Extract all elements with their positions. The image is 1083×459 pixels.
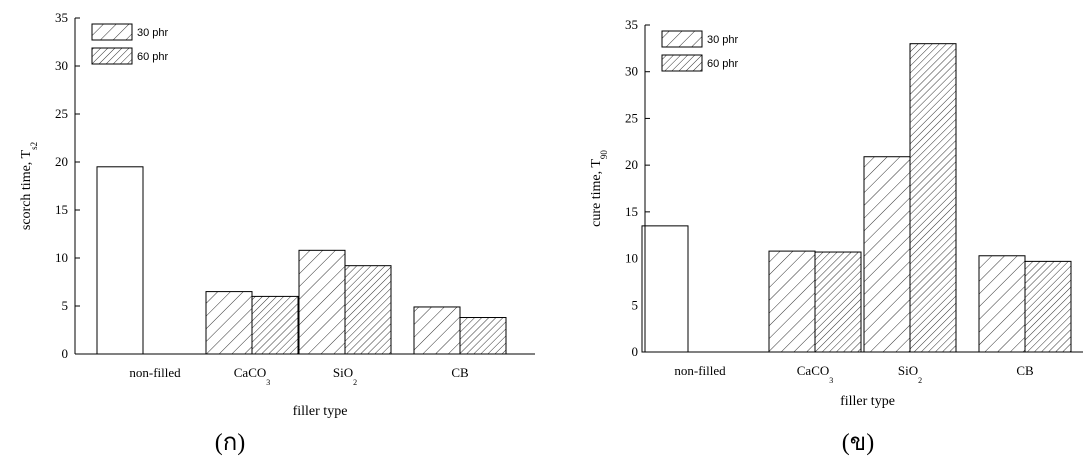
y-tick-label: 0 (62, 346, 69, 361)
category-subscript: 2 (918, 376, 922, 385)
category-name: CaCO (234, 365, 267, 380)
y-tick-label: 15 (55, 202, 68, 217)
y-tick-label: 15 (625, 204, 638, 219)
bar (815, 252, 861, 352)
y-tick-label: 10 (625, 251, 638, 266)
y-tick-label: 0 (632, 344, 639, 359)
y-label-subscript: 90 (599, 150, 609, 160)
y-label-text: cure time, T (589, 159, 604, 227)
category-subscript: 2 (353, 378, 357, 387)
category-name: non-filled (129, 365, 181, 380)
x-tick-label: CB (1016, 363, 1034, 378)
category-name: CB (451, 365, 469, 380)
y-tick-label: 5 (632, 297, 639, 312)
x-tick-label: SiO2 (333, 365, 357, 387)
legend-swatch (662, 31, 702, 47)
x-axis-label: filler type (293, 404, 348, 419)
legend-swatch (92, 24, 132, 40)
bar (252, 296, 298, 354)
legend-swatch (92, 48, 132, 64)
y-tick-label: 30 (625, 64, 638, 79)
y-tick-label: 25 (55, 106, 68, 121)
x-tick-label: SiO2 (898, 363, 922, 385)
y-label-text: scorch time, T (19, 149, 34, 230)
y-tick-label: 20 (55, 154, 68, 169)
x-axis-label: filler type (840, 394, 895, 409)
legend-swatch (662, 55, 702, 71)
y-tick-label: 30 (55, 58, 68, 73)
y-tick-label: 10 (55, 250, 68, 265)
category-name: SiO (898, 363, 918, 378)
category-name: non-filled (674, 363, 726, 378)
y-tick-label: 20 (625, 157, 638, 172)
bar (299, 250, 345, 354)
category-name: SiO (333, 365, 353, 380)
y-tick-label: 35 (55, 10, 68, 25)
bar (97, 167, 143, 354)
category-subscript: 3 (266, 378, 270, 387)
bar (1025, 261, 1071, 352)
bar (642, 226, 688, 352)
x-tick-label: CaCO3 (234, 365, 271, 387)
x-tick-label: non-filled (674, 363, 726, 378)
bar (910, 44, 956, 352)
bar (414, 307, 460, 354)
category-subscript: 3 (829, 376, 833, 385)
legend-label: 60 phr (137, 51, 169, 63)
panel-caption: (ข) (842, 430, 874, 456)
x-tick-label: non-filled (129, 365, 181, 380)
legend-label: 30 phr (137, 27, 169, 39)
y-axis-label: scorch time, Ts2 (19, 142, 39, 230)
y-tick-label: 5 (62, 298, 69, 313)
bar (460, 318, 506, 354)
figure: 05101520253035non-filledCaCO3SiO2CB30 ph… (0, 0, 1083, 459)
category-name: CB (1016, 363, 1034, 378)
x-tick-label: CB (451, 365, 469, 380)
y-tick-label: 35 (625, 17, 638, 32)
bar (206, 292, 252, 354)
panel-caption: (ก) (215, 430, 246, 456)
category-name: CaCO (797, 363, 830, 378)
bar (979, 256, 1025, 352)
y-tick-label: 25 (625, 110, 638, 125)
y-label-subscript: s2 (29, 142, 39, 150)
y-axis-label: cure time, T90 (589, 150, 609, 227)
bar (864, 157, 910, 352)
legend-label: 30 phr (707, 34, 739, 46)
x-tick-label: CaCO3 (797, 363, 834, 385)
legend-label: 60 phr (707, 58, 739, 70)
bar (345, 266, 391, 354)
bar (769, 251, 815, 352)
